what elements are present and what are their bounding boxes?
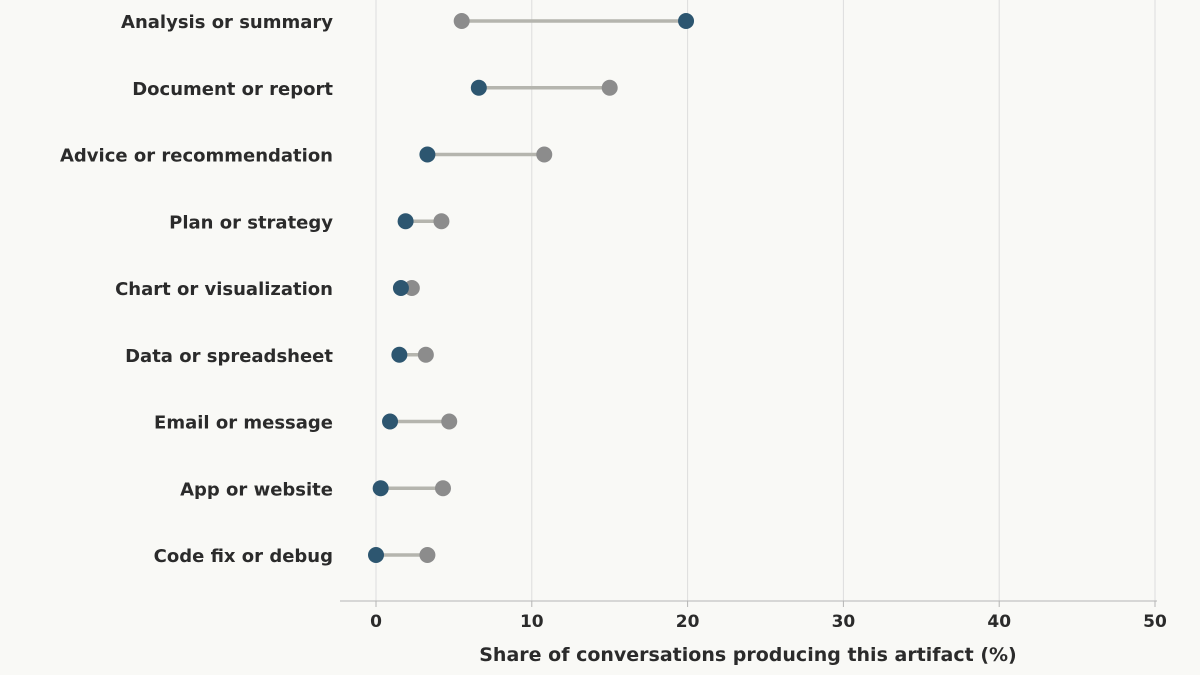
gray-dot [434, 480, 451, 497]
category-label: Document or report [132, 79, 333, 100]
gray-dot [441, 413, 458, 430]
category-label: Code fix or debug [154, 546, 333, 567]
rows: Analysis or summary Document or report Adv… [60, 12, 695, 567]
category-label: Email or message [154, 413, 333, 434]
x-tick-label: 50 [1143, 612, 1167, 632]
x-tick-label: 40 [987, 612, 1011, 632]
gray-dot [433, 213, 450, 230]
gray-dot [601, 79, 618, 96]
dumbbell-row: Email or message [154, 413, 458, 434]
dumbbell-row: Advice or recommendation [60, 146, 553, 167]
gray-dot [419, 547, 436, 563]
dumbbell-row: Chart or visualization [115, 279, 420, 300]
blue-dot [392, 280, 409, 296]
category-label: Data or spreadsheet [125, 346, 333, 367]
dumbbell-row: Data or spreadsheet [125, 346, 434, 367]
blue-dot [391, 346, 408, 363]
gray-dot [453, 13, 470, 29]
blue-dot [419, 146, 436, 163]
dumbbell-row: Code fix or debug [154, 546, 436, 567]
category-label: Chart or visualization [115, 279, 333, 300]
dumbbell-row: Plan or strategy [169, 212, 450, 233]
category-label: Advice or recommendation [60, 146, 333, 167]
dumbbell-row: Document or report [132, 79, 618, 100]
dumbbell-row: App or website [180, 479, 451, 500]
blue-dot [470, 79, 487, 96]
category-label: Analysis or summary [121, 12, 333, 33]
x-tick-label: 10 [520, 612, 544, 632]
blue-dot [368, 547, 384, 563]
blue-dot [678, 13, 695, 29]
x-tick-label: 30 [832, 612, 856, 632]
blue-dot [397, 213, 414, 230]
gridlines [375, 0, 1156, 601]
gray-dot [417, 346, 434, 363]
category-label: App or website [180, 479, 333, 500]
blue-dot [382, 413, 399, 430]
gray-dot [536, 146, 553, 163]
x-tick-label: 20 [676, 612, 700, 632]
dumbbell-row: Analysis or summary [121, 12, 695, 33]
x-axis-title: Share of conversations producing this ar… [479, 644, 1017, 666]
x-tick-label: 0 [370, 612, 382, 632]
blue-dot [372, 480, 389, 497]
x-axis-ticks: 0 10 20 30 40 50 [370, 601, 1167, 632]
category-label: Plan or strategy [169, 212, 333, 233]
